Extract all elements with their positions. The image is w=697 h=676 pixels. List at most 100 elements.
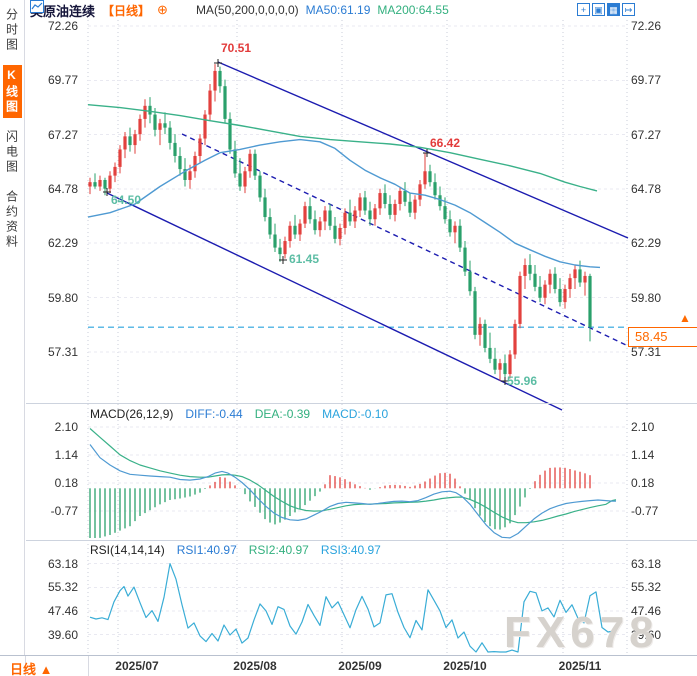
candle [498, 358, 502, 381]
sidebar: 分时图 K线图闪电图合约资料 [0, 0, 25, 676]
candle [128, 127, 132, 152]
candle [108, 171, 112, 194]
ma-settings-label[interactable]: MA(50,200,0,0,0,0) [195, 3, 299, 17]
scale-chart-icon[interactable]: ▦ [607, 3, 620, 16]
candle [523, 258, 527, 290]
sidebar-tab-2[interactable]: K线图 [2, 65, 22, 118]
period-selector[interactable]: 日线 ▲ [10, 662, 53, 676]
price-annotation: 64.50 [111, 193, 142, 207]
candle [518, 271, 522, 329]
candle [453, 221, 457, 244]
x-axis-label: 2025/10 [443, 659, 487, 673]
axis-label: 55.32 [631, 580, 662, 595]
macd-title[interactable]: MACD(26,12,9) [90, 407, 174, 421]
sidebar-tab-3[interactable]: 闪电图 [4, 130, 19, 175]
candle [313, 210, 317, 235]
candle [403, 182, 407, 207]
candle [383, 184, 387, 209]
candle [283, 236, 287, 259]
candle [303, 201, 307, 228]
axis-label: 67.27 [47, 127, 78, 142]
x-axis-label: 2025/11 [558, 659, 602, 673]
price-annotation: 70.51 [221, 41, 252, 55]
candle [158, 118, 162, 146]
pan-right-icon[interactable]: ↦ [622, 3, 635, 16]
axis-label: 64.78 [47, 181, 78, 196]
candle [543, 280, 547, 305]
period-badge[interactable]: 【日线】 [102, 3, 151, 18]
macd-panel-separator [26, 403, 697, 404]
candle [243, 166, 247, 194]
ma50-value: MA50:61.19 [305, 3, 371, 17]
axis-label: 59.80 [47, 290, 78, 305]
candle [258, 171, 262, 202]
bottom-time-axis: 日线 ▲ 2025/07 2025/08 2025/09 2025/10 2025/11 [0, 655, 697, 676]
candle [348, 199, 352, 226]
axis-label: 72.26 [631, 19, 662, 33]
candle [268, 208, 272, 239]
candle [513, 319, 517, 359]
candle [468, 260, 472, 296]
axis-label: 39.60 [631, 627, 662, 642]
fit-chart-icon[interactable]: ▣ [592, 3, 605, 16]
axis-label: 63.18 [631, 556, 662, 571]
candle [253, 149, 257, 180]
candle [353, 206, 357, 228]
kline-chart-icon[interactable] [30, 0, 189, 17]
axis-label: 69.77 [47, 73, 78, 88]
axis-label: -0.77 [50, 504, 78, 518]
candle [328, 203, 332, 231]
add-indicator-icon[interactable]: ⊕ [157, 2, 168, 17]
rsi-panel-header: RSI(14,14,14) RSI1:40.97 RSI2:40.97 RSI3… [90, 543, 381, 557]
candle [133, 129, 137, 154]
axis-label: 59.80 [631, 290, 662, 305]
candle [153, 108, 157, 137]
price-up-arrow-icon: ▲ [679, 311, 691, 325]
candle [533, 265, 537, 292]
axis-label: 62.29 [631, 236, 662, 251]
candle [278, 238, 282, 262]
candle [113, 162, 117, 183]
candle [298, 219, 302, 242]
bottom-divider [88, 656, 89, 676]
sidebar-tab-4[interactable]: 合约资料 [4, 190, 19, 250]
candle [308, 197, 312, 224]
candle [488, 332, 492, 364]
bottom-divider [25, 656, 26, 676]
candle [388, 195, 392, 220]
candle [98, 175, 102, 191]
macd-macd-value: MACD:-0.10 [322, 407, 389, 421]
candle [138, 114, 142, 141]
candle [223, 79, 227, 124]
candle [558, 278, 562, 307]
candle [568, 273, 572, 298]
candle [293, 214, 297, 239]
rsi3-value: RSI3:40.97 [320, 543, 381, 557]
rsi-title[interactable]: RSI(14,14,14) [90, 543, 165, 557]
crosshair-icon[interactable]: + [577, 3, 590, 16]
candle [423, 153, 427, 189]
candle [173, 134, 177, 163]
candle [578, 260, 582, 287]
candle [288, 221, 292, 248]
axis-label: 69.77 [631, 73, 662, 88]
current-price-box: 58.45 [628, 327, 697, 347]
candle [438, 186, 442, 211]
candle [213, 64, 217, 102]
candle [88, 177, 92, 195]
candle [143, 99, 147, 128]
candle [378, 188, 382, 215]
candle [588, 273, 592, 342]
sidebar-tab-1[interactable]: 分时图 [4, 8, 19, 53]
x-axis-label: 2025/09 [338, 659, 382, 673]
axis-label: 57.31 [47, 344, 78, 359]
candle [183, 158, 187, 187]
candle [553, 267, 557, 294]
candle [458, 219, 462, 252]
candle [448, 210, 452, 237]
candle [333, 217, 337, 244]
axis-label: 47.46 [631, 604, 662, 618]
price-annotation: 61.45 [289, 252, 320, 266]
price-annotation: 66.42 [430, 136, 461, 150]
